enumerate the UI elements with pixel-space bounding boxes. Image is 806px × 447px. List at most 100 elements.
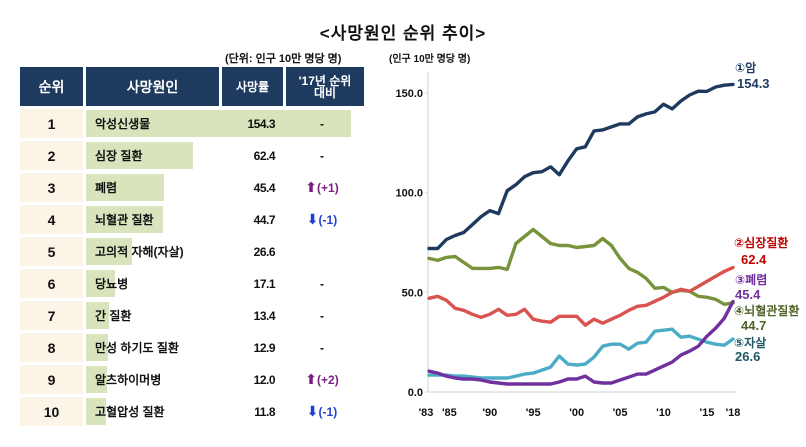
rank-cell: 3 [20, 173, 83, 202]
table-header: 순위 사망원인 사망률 '17년 순위 대비 [20, 67, 370, 106]
cause-cell: 알츠하이머병 [95, 373, 162, 387]
cause-bar-area: 심장 질환 62.4 - [86, 141, 370, 170]
rate-bar [86, 174, 164, 201]
y-tick-label: 0.0 [408, 387, 423, 399]
arrow-down-icon: ⬇ [306, 211, 319, 227]
cause-bar-area: 고의적 자해(자살) 26.6 [86, 237, 370, 266]
cause-cell: 고의적 자해(자살) [95, 245, 184, 259]
page-title: <사망원인 순위 추이> [319, 24, 487, 43]
table-unit-label: (단위: 인구 10만 명당 명) [225, 53, 342, 65]
rank-change-text: (+2) [317, 373, 339, 387]
rate-cell: 17.1 [253, 276, 276, 291]
table-row: 2 심장 질환 62.4 - [20, 141, 370, 170]
x-tick-label: '10 [656, 407, 671, 419]
cause-bar-area: 악성신생물 154.3 - [86, 109, 370, 138]
cause-bar-area: 알츠하이머병 12.0 ⬆(+2) [86, 365, 370, 394]
x-tick-label: '85 [442, 407, 457, 419]
rank-change-text: - [320, 148, 324, 163]
table-row: 9 알츠하이머병 12.0 ⬆(+2) [20, 365, 370, 394]
cause-bar-area: 폐렴 45.4 ⬆(+1) [86, 173, 370, 202]
series-label-suicide: ⑤자살 [734, 335, 766, 350]
x-tick-label: '95 [526, 407, 541, 419]
series-end-value-cerebrovascular: 44.7 [741, 318, 766, 333]
cause-bar-area: 간 질환 13.4 - [86, 301, 370, 330]
header-rank: 순위 [20, 67, 83, 106]
rank-change-text: (+1) [317, 181, 339, 195]
rank-change-cell: - [283, 117, 361, 131]
header-cause: 사망원인 [86, 67, 219, 106]
series-line-heart-disease [427, 265, 735, 327]
series-label-cerebrovascular: ④뇌혈관질환 [734, 303, 799, 318]
series-line-suicide [427, 327, 735, 380]
series-label-heart-disease: ②심장질환 [734, 235, 788, 250]
rate-cell: 62.4 [253, 148, 276, 163]
series-end-value-pneumonia: 45.4 [735, 287, 761, 302]
x-tick-label: '15 [700, 407, 715, 419]
cause-bar-area: 당뇨병 17.1 - [86, 269, 370, 298]
rate-bar [86, 334, 108, 361]
rank-cell: 7 [20, 301, 83, 330]
rate-cell: 13.4 [253, 308, 276, 323]
table-row: 1 악성신생물 154.3 - [20, 109, 370, 138]
rank-cell: 9 [20, 365, 83, 394]
cause-bar-area: 만성 하기도 질환 12.9 - [86, 333, 370, 362]
mortality-trend-chart: 0.0 50.0 100.0 150.0 '83 '85 '90 '95 '00 '05 '10 '1… [395, 61, 799, 419]
cause-bar-area: 고혈압성 질환 11.8 ⬇(-1) [86, 397, 370, 426]
x-tick-label: '18 [726, 407, 741, 419]
chart-unit-label: (인구 10만 명당 명) [389, 54, 471, 65]
rate-cell: 26.6 [253, 244, 276, 259]
arrow-up-icon: ⬆ [305, 371, 318, 387]
rank-change-text: (-1) [318, 405, 338, 419]
rate-cell: 154.3 [247, 116, 275, 131]
table-row: 6 당뇨병 17.1 - [20, 269, 370, 298]
rank-change-cell: ⬇(-1) [283, 211, 361, 228]
rank-cell: 8 [20, 333, 83, 362]
series-line-pneumonia [427, 299, 735, 386]
series-line-cancer [427, 82, 735, 251]
arrow-down-icon: ⬇ [306, 403, 319, 419]
table-row: 5 고의적 자해(자살) 26.6 [20, 237, 370, 266]
rate-bar [86, 110, 351, 137]
rate-bar [86, 238, 132, 265]
table-row: 4 뇌혈관 질환 44.7 ⬇(-1) [20, 205, 370, 234]
rank-change-text: - [320, 276, 324, 291]
rank-cell: 5 [20, 237, 83, 266]
cause-bar-area: 뇌혈관 질환 44.7 ⬇(-1) [86, 205, 370, 234]
rank-change-cell: - [283, 309, 361, 323]
rank-change-cell: - [283, 149, 361, 163]
table-row: 3 폐렴 45.4 ⬆(+1) [20, 173, 370, 202]
header-compare: '17년 순위 대비 [286, 67, 364, 106]
rate-cell: 11.8 [254, 404, 275, 419]
series-label-pneumonia: ③폐렴 [735, 272, 767, 287]
death-cause-ranking-table: 순위 사망원인 사망률 '17년 순위 대비 1 악성신생물 154.3-2 심장 질… [20, 67, 370, 426]
rank-change-cell: - [283, 277, 361, 291]
rate-cell: 12.0 [253, 372, 276, 387]
rank-change-text: - [320, 116, 324, 131]
rank-change-text: - [320, 308, 324, 323]
header-rate: 사망률 [222, 67, 283, 106]
x-tick-label: '83 [419, 407, 434, 419]
y-tick-label: 150.0 [395, 88, 423, 100]
cause-cell: 당뇨병 [95, 277, 129, 291]
rate-cell: 45.4 [253, 180, 276, 195]
arrow-up-icon: ⬆ [305, 179, 318, 195]
rank-cell: 10 [20, 397, 83, 426]
rank-change-cell: ⬆(+1) [283, 179, 361, 196]
rank-cell: 2 [20, 141, 83, 170]
header-compare-line1: '17년 순위 [298, 73, 352, 88]
header-compare-line2: 대비 [313, 85, 337, 100]
cause-cell: 뇌혈관 질환 [95, 213, 154, 227]
table-row: 7 간 질환 13.4 - [20, 301, 370, 330]
y-tick-label: 100.0 [395, 188, 423, 200]
rate-cell: 44.7 [253, 212, 276, 227]
cause-cell: 폐렴 [95, 181, 118, 195]
rank-change-text: - [320, 340, 324, 355]
rate-bar [86, 366, 107, 393]
cause-cell: 심장 질환 [95, 149, 143, 163]
rank-change-cell: ⬆(+2) [283, 371, 361, 388]
rank-cell: 6 [20, 269, 83, 298]
rank-change-cell: - [283, 341, 361, 355]
rate-bar [86, 302, 109, 329]
cause-cell: 고혈압성 질환 [95, 405, 165, 419]
series-end-value-cancer: 154.3 [737, 76, 770, 91]
